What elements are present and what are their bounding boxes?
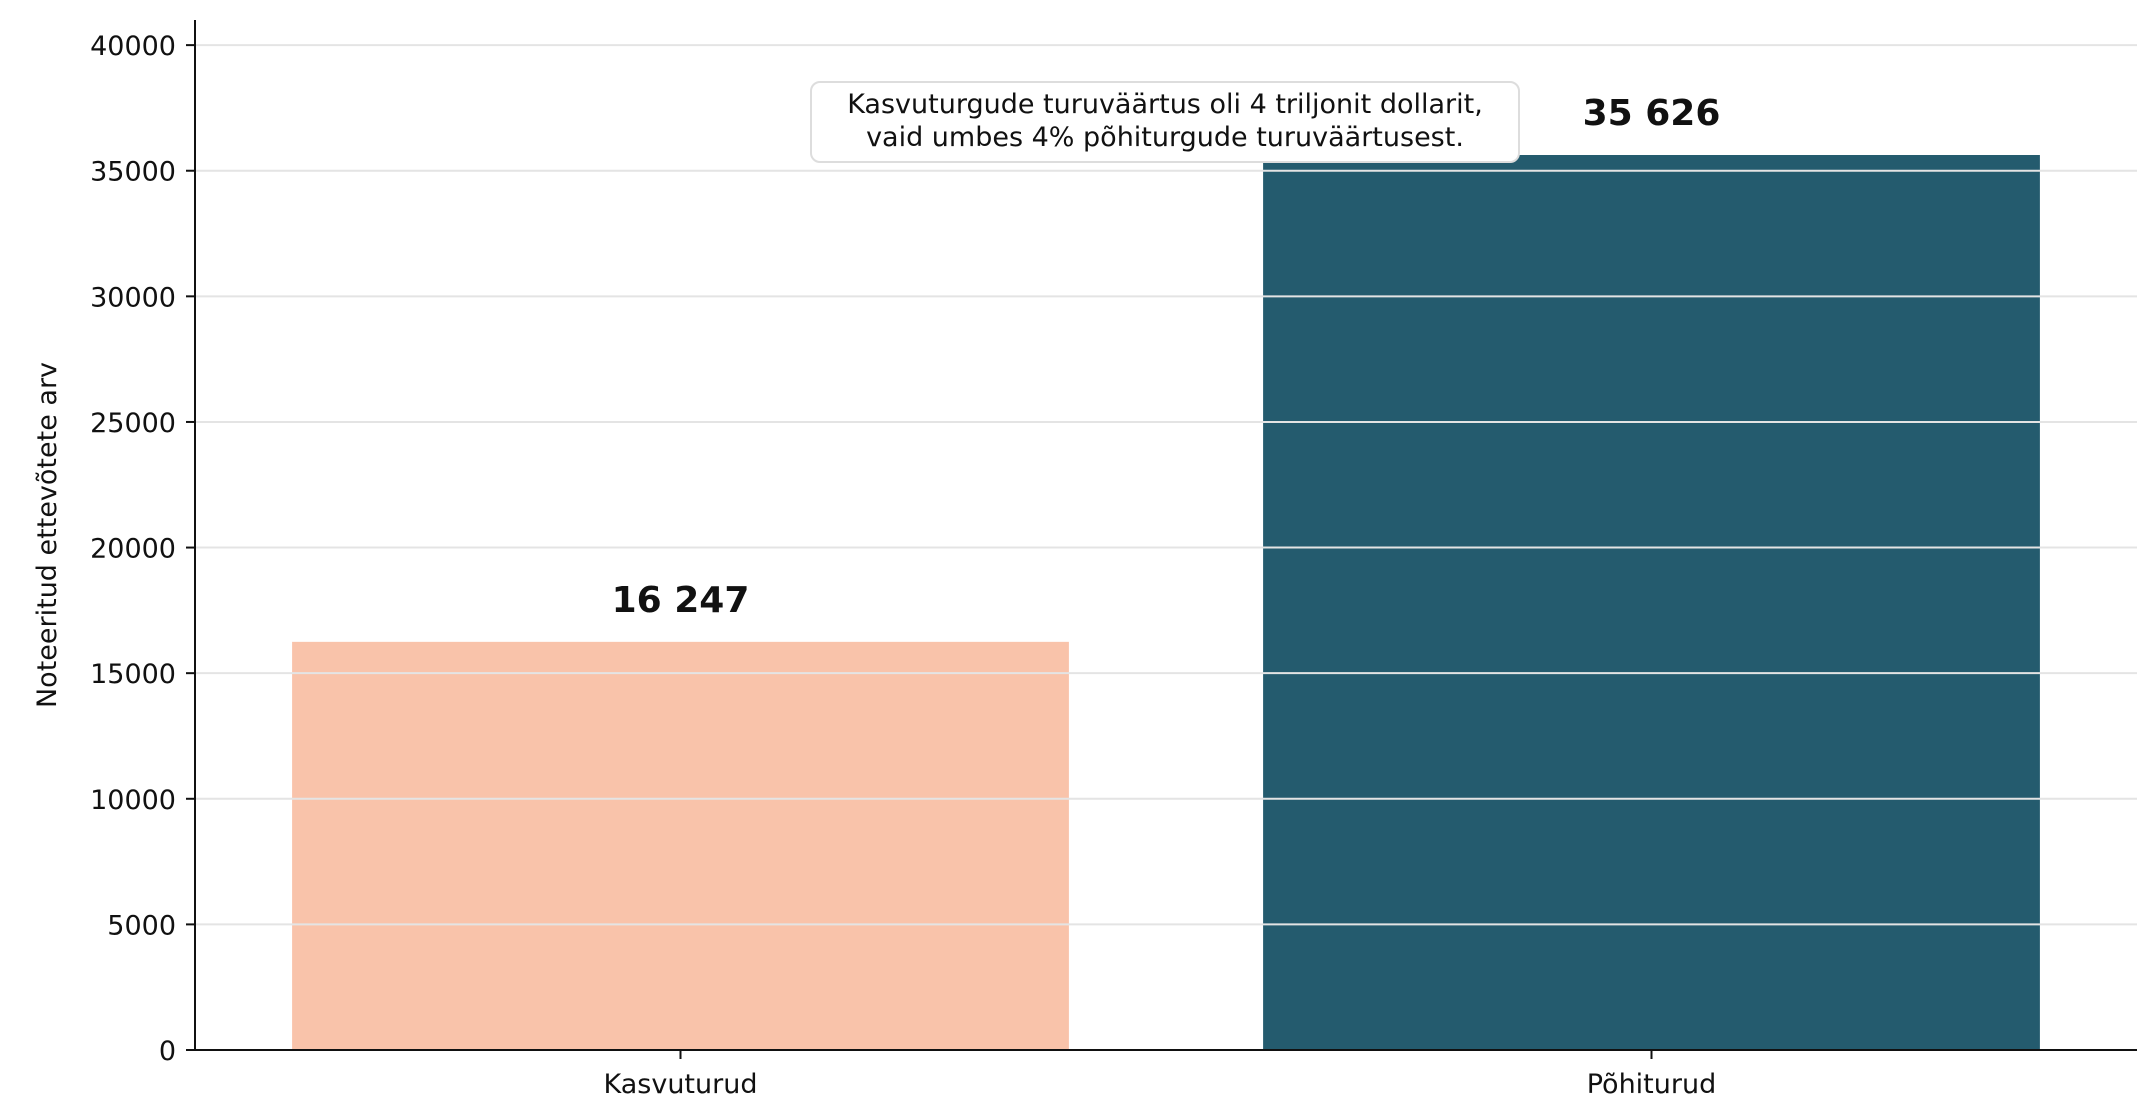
y-tick-label: 15000 (90, 659, 176, 690)
y-tick-label: 40000 (90, 31, 176, 62)
annotation-line-2: vaid umbes 4% põhiturgude turuväärtusest… (866, 122, 1464, 153)
y-tick-label: 20000 (90, 534, 176, 565)
x-tick-label: Kasvuturud (604, 1069, 758, 1100)
y-ticks: 0 5000 10000 15000 20000 25000 30000 35000 40000 (90, 31, 195, 1067)
y-axis-title: Noteeritud ettevõtete arv (32, 362, 63, 708)
bar-1 (292, 641, 1069, 1050)
y-tick-label: 35000 (90, 157, 176, 188)
bar-value-label: 16 247 (612, 580, 750, 621)
y-tick-label: 30000 (90, 282, 176, 313)
annotation-box (810, 81, 1520, 163)
annotation: Kasvuturgude turuväärtus oli 4 triljonit… (810, 81, 1520, 163)
grid-lines (195, 44, 2137, 926)
bar-2 (1263, 155, 2040, 1050)
data-labels: 16 247 35 626 (612, 93, 1721, 621)
y-tick-label: 10000 (90, 785, 176, 816)
bar-value-label: 35 626 (1583, 93, 1721, 134)
x-ticks: Kasvuturud Põhiturud (604, 1050, 1717, 1100)
y-tick-label: 5000 (107, 910, 176, 941)
y-tick-label: 0 (159, 1036, 176, 1067)
annotation-line-1: Kasvuturgude turuväärtus oli 4 triljonit… (847, 89, 1483, 120)
x-tick-label: Põhiturud (1587, 1069, 1717, 1100)
y-tick-label: 25000 (90, 408, 176, 439)
bars (292, 155, 2040, 1050)
axes (194, 20, 2137, 1051)
